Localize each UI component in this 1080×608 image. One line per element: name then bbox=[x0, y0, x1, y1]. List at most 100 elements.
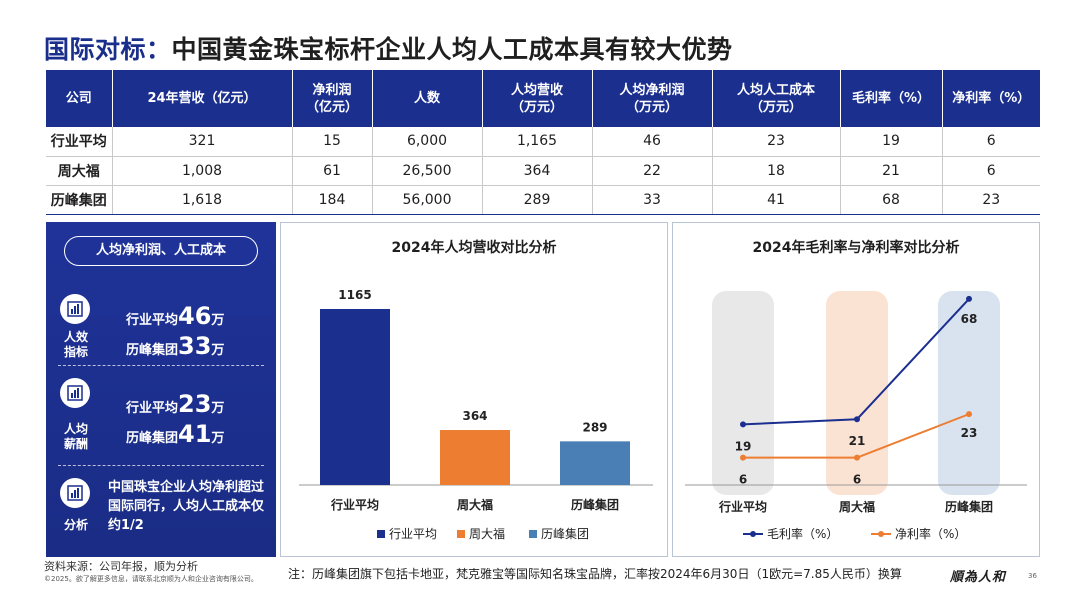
legend-label: 历峰集团 bbox=[541, 526, 589, 541]
table-cell: 22 bbox=[592, 156, 713, 186]
bar-chart-icon bbox=[60, 378, 90, 408]
table-cell: 184 bbox=[292, 185, 373, 215]
table-cell: 56,000 bbox=[372, 185, 483, 215]
comparison-table: 公司 24年营收（亿元） 净利润 （亿元） 人数 人均营收 （万元） 人均净利润 （万元）… bbox=[46, 70, 1040, 215]
salary-label: 人均 薪酬 bbox=[63, 422, 88, 451]
table-header-cell: 人均净利润 （万元） bbox=[592, 70, 713, 127]
table-cell: 6,000 bbox=[372, 127, 483, 157]
table-cell: 68 bbox=[840, 185, 943, 215]
table-cell: 6 bbox=[942, 156, 1040, 186]
legend-marker bbox=[750, 531, 756, 537]
point-value-label: 21 bbox=[849, 434, 866, 448]
table-cell: 1,165 bbox=[482, 127, 593, 157]
title-highlight: 国际对标： bbox=[44, 35, 172, 64]
legend-label: 行业平均 bbox=[389, 527, 437, 541]
table-header-cell: 人均营收 （万元） bbox=[482, 70, 593, 127]
table-header-cell: 净利润 （亿元） bbox=[292, 70, 373, 127]
table-cell: 46 bbox=[592, 127, 713, 157]
column-highlight bbox=[826, 291, 888, 495]
legend-swatch bbox=[377, 530, 385, 538]
x-tick-label: 周大福 bbox=[457, 497, 493, 512]
point-value-label: 6 bbox=[739, 473, 747, 487]
salary-line-1: 行业平均23万 bbox=[126, 390, 225, 418]
table-cell: 26,500 bbox=[372, 156, 483, 186]
table-cell: 33 bbox=[592, 185, 713, 215]
table-header-cell: 人均人工成本 （万元） bbox=[712, 70, 841, 127]
table-header-cell: 净利率（%） bbox=[942, 70, 1040, 127]
legend-label: 周大福 bbox=[469, 526, 505, 541]
efficiency-line-1: 行业平均46万 bbox=[126, 302, 225, 330]
x-tick-label: 周大福 bbox=[839, 499, 875, 514]
bar-chart-icon bbox=[60, 478, 90, 508]
footnote: 注：历峰集团旗下包括卡地亚，梵克雅宝等国际知名珠宝品牌，汇率按2024年6月30… bbox=[288, 567, 902, 581]
table-header-cell: 人数 bbox=[372, 70, 483, 127]
data-point bbox=[966, 295, 972, 302]
title-rest: 中国黄金珠宝标杆企业人均人工成本具有较大优势 bbox=[171, 35, 733, 64]
summary-panel: 人均净利润、人工成本 人效 指标 行业平均46万 历峰集团33万 人均 薪酬 行… bbox=[46, 222, 276, 557]
chart-title: 2024年人均营收对比分析 bbox=[391, 240, 557, 256]
data-point bbox=[966, 411, 972, 418]
table-row: 行业平均 321 15 6,000 1,165 46 23 19 6 bbox=[46, 127, 1040, 157]
bar bbox=[440, 430, 510, 485]
table-header-row: 公司 24年营收（亿元） 净利润 （亿元） 人数 人均营收 （万元） 人均净利润 （万元）… bbox=[46, 70, 1040, 127]
salary-line-2: 历峰集团41万 bbox=[126, 420, 225, 448]
analysis-label: 分析 bbox=[63, 518, 88, 532]
legend-swatch bbox=[457, 530, 465, 538]
table-header-cell: 毛利率（%） bbox=[840, 70, 943, 127]
table-header-cell: 24年营收（亿元） bbox=[112, 70, 293, 127]
efficiency-line-2: 历峰集团33万 bbox=[126, 332, 225, 360]
table-cell: 61 bbox=[292, 156, 373, 186]
page-title: 国际对标：中国黄金珠宝标杆企业人均人工成本具有较大优势 bbox=[44, 30, 733, 66]
bar bbox=[320, 309, 390, 485]
point-value-label: 6 bbox=[853, 473, 861, 487]
table-cell: 23 bbox=[942, 185, 1040, 215]
source-text: 资料来源：公司年报，顺为分析 bbox=[44, 560, 198, 573]
divider bbox=[58, 465, 264, 466]
row-company-name: 行业平均 bbox=[46, 127, 113, 157]
table-row: 周大福 1,008 61 26,500 364 22 18 21 6 bbox=[46, 156, 1040, 186]
table-cell: 21 bbox=[840, 156, 943, 186]
data-point bbox=[854, 416, 860, 423]
table-cell: 289 bbox=[482, 185, 593, 215]
bar-value-label: 1165 bbox=[338, 288, 371, 302]
divider bbox=[58, 365, 264, 366]
table-cell: 321 bbox=[112, 127, 293, 157]
x-tick-label: 历峰集团 bbox=[945, 499, 993, 514]
bar-value-label: 364 bbox=[462, 409, 487, 423]
column-highlight bbox=[938, 291, 1000, 495]
efficiency-label: 人效 指标 bbox=[63, 330, 88, 359]
table-cell: 15 bbox=[292, 127, 373, 157]
data-point bbox=[740, 421, 746, 428]
legend-label: 净利率（%） bbox=[895, 526, 966, 541]
point-value-label: 68 bbox=[961, 312, 978, 326]
bar-chart-icon bbox=[60, 294, 90, 324]
table-cell: 23 bbox=[712, 127, 841, 157]
chart-title: 2024年毛利率与净利率对比分析 bbox=[752, 240, 960, 256]
summary-pill: 人均净利润、人工成本 bbox=[64, 236, 258, 266]
page-number: 36 bbox=[1028, 572, 1037, 580]
copyright-text: ©2025。欲了解更多信息，请联系北京顺为人和企业咨询有限公司。 bbox=[44, 575, 258, 583]
legend-swatch bbox=[529, 530, 537, 538]
point-value-label: 19 bbox=[735, 439, 752, 453]
table-row: 历峰集团 1,618 184 56,000 289 33 41 68 23 bbox=[46, 185, 1040, 215]
table-cell: 1,008 bbox=[112, 156, 293, 186]
column-highlight bbox=[712, 291, 774, 495]
row-company-name: 周大福 bbox=[46, 156, 113, 186]
table-cell: 364 bbox=[482, 156, 593, 186]
table-cell: 18 bbox=[712, 156, 841, 186]
data-point bbox=[854, 454, 860, 461]
table-cell: 19 bbox=[840, 127, 943, 157]
x-tick-label: 行业平均 bbox=[330, 497, 379, 512]
x-tick-label: 行业平均 bbox=[718, 499, 767, 514]
x-tick-label: 历峰集团 bbox=[571, 497, 619, 512]
legend-label: 毛利率（%） bbox=[767, 526, 838, 541]
bar-value-label: 289 bbox=[582, 420, 607, 434]
table-cell: 41 bbox=[712, 185, 841, 215]
analysis-note: 中国珠宝企业人均净利超过国际同行，人均人工成本仅约1/2 bbox=[108, 480, 265, 533]
margin-chart-panel: 2024年毛利率与净利率对比分析 19 21 68 6 6 23 行业平均 周大福 历峰集团毛利… bbox=[672, 222, 1040, 557]
bar bbox=[560, 441, 630, 485]
legend-marker bbox=[878, 531, 884, 537]
point-value-label: 23 bbox=[961, 426, 978, 440]
